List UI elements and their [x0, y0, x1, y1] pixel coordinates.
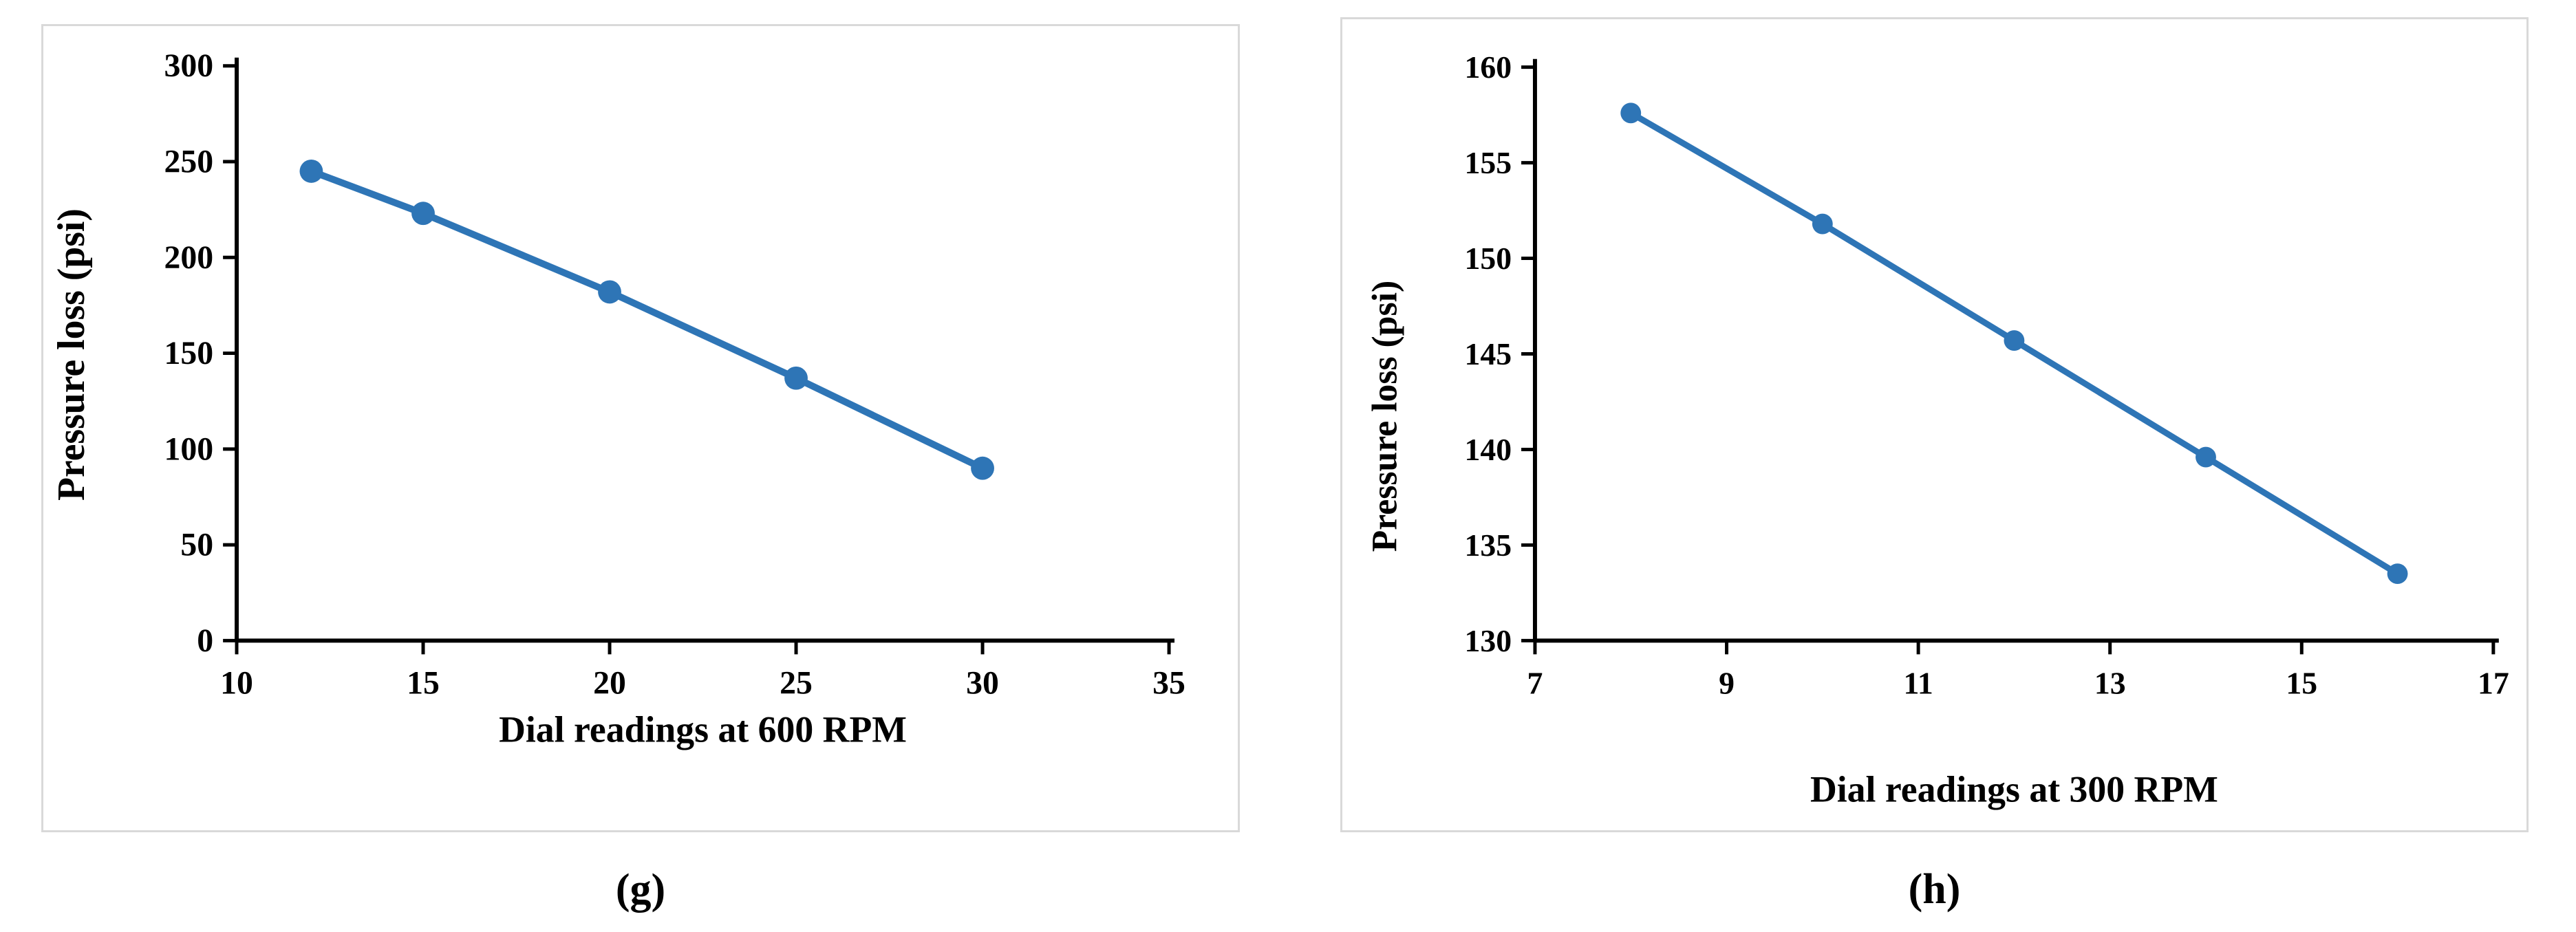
x-axis-title: Dial readings at 600 RPM: [499, 709, 907, 750]
tick-labels: 130 135 140 145 150 155 160 7 9 11 13 15 17: [1465, 50, 2509, 700]
data-point-marker: [2196, 446, 2216, 468]
chart-panel-g: 0 50 100 150 200 250 300 10 15 20 25 30 35 Dial readi…: [41, 24, 1240, 832]
line-chart-600rpm: 0 50 100 150 200 250 300 10 15 20 25 30 35 Dial readi…: [50, 47, 1185, 750]
data-series: [1620, 102, 2408, 585]
y-tick-label: 100: [164, 431, 214, 467]
subfigure-label-h: (h): [1908, 866, 1961, 913]
data-point-marker: [1812, 213, 1833, 235]
subfigure-label-g: (g): [615, 866, 666, 913]
data-point-marker: [1620, 102, 1642, 124]
data-point-marker: [411, 202, 435, 226]
x-axis-title: Dial readings at 300 RPM: [1810, 768, 2218, 810]
data-point-marker: [2004, 330, 2025, 351]
y-tick-label: 150: [164, 335, 214, 371]
data-point-marker: [2387, 563, 2408, 585]
y-tick-label: 300: [164, 47, 214, 84]
x-tick-label: 11: [1904, 666, 1933, 701]
y-tick-label: 130: [1465, 623, 1512, 658]
x-tick-label: 30: [966, 665, 999, 702]
x-tick-label: 10: [220, 665, 253, 702]
x-tick-label: 7: [1527, 666, 1543, 701]
y-tick-label: 150: [1465, 241, 1512, 276]
axes: [235, 57, 1175, 643]
data-point-marker: [971, 456, 994, 480]
tick-marks: [223, 64, 1171, 655]
x-tick-label: 9: [1719, 666, 1735, 701]
y-axis-title: Pressure loss (psi): [1366, 281, 1405, 552]
line-chart-300rpm: 130 135 140 145 150 155 160 7 9 11 13 15 17 Dial read…: [1366, 50, 2509, 810]
x-tick-label: 20: [593, 665, 626, 702]
x-tick-label: 17: [2478, 666, 2509, 701]
y-tick-label: 200: [164, 239, 214, 276]
y-tick-label: 145: [1465, 336, 1512, 371]
x-tick-label: 13: [2094, 666, 2126, 701]
data-series: [299, 160, 994, 480]
y-tick-label: 0: [197, 622, 213, 659]
y-tick-label: 160: [1465, 50, 1512, 85]
tick-labels: 0 50 100 150 200 250 300 10 15 20 25 30 35: [164, 47, 1185, 701]
y-axis-title: Pressure loss (psi): [50, 208, 93, 501]
x-tick-label: 25: [780, 665, 813, 702]
data-point-marker: [784, 366, 808, 390]
data-point-marker: [598, 280, 621, 304]
x-tick-label: 15: [2286, 666, 2317, 701]
y-tick-label: 250: [164, 143, 214, 180]
chart-panel-h: 130 135 140 145 150 155 160 7 9 11 13 15 17 Dial read…: [1340, 17, 2529, 832]
y-tick-label: 155: [1465, 145, 1512, 180]
y-tick-label: 50: [180, 527, 213, 563]
x-tick-label: 15: [407, 665, 440, 702]
x-tick-label: 35: [1152, 665, 1185, 702]
data-point-marker: [299, 160, 323, 183]
y-tick-label: 135: [1465, 528, 1512, 563]
y-tick-label: 140: [1465, 432, 1512, 467]
tick-marks: [1521, 65, 2496, 655]
